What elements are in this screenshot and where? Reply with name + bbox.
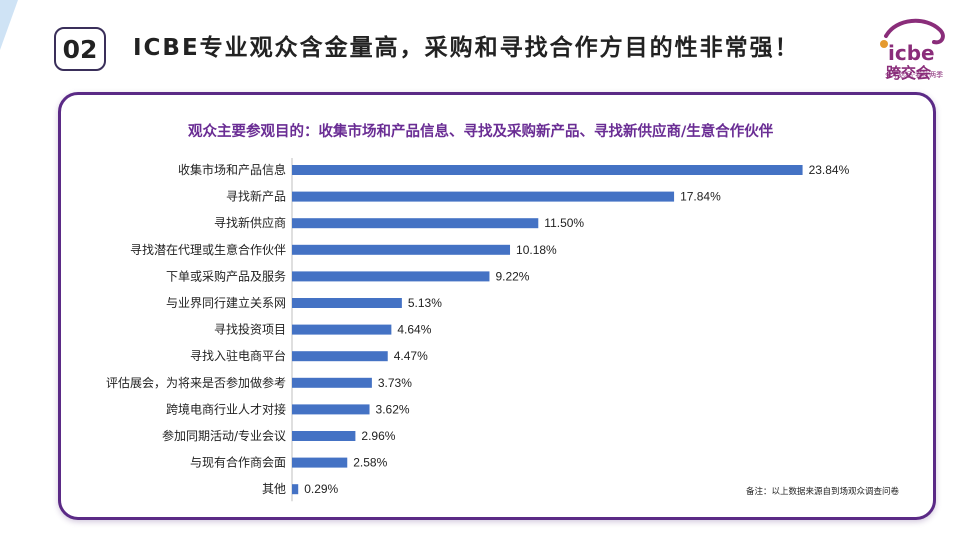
value-label: 2.58% (353, 456, 387, 470)
category-label: 跨境电商行业人才对接 (166, 401, 286, 416)
bar (292, 351, 388, 362)
bar (292, 377, 372, 388)
value-label: 11.50% (544, 216, 584, 230)
value-label: 9.22% (495, 269, 529, 283)
category-label: 与现有合作商会面 (190, 455, 286, 470)
category-label: 寻找新供应商 (214, 215, 286, 230)
category-label: 寻找投资项目 (214, 322, 286, 337)
footnote: 备注：以上数据来源自到场观众调查问卷 (746, 487, 900, 497)
category-label: 参加同期活动/专业会议 (162, 428, 286, 443)
logo-tagline: 全年选品·春秋两季 (884, 71, 944, 79)
value-label: 23.84% (809, 163, 850, 177)
corner-decoration (0, 0, 18, 50)
category-label: 评估展会，为将来是否参加做参考 (106, 375, 286, 390)
bar (292, 244, 511, 255)
value-label: 10.18% (516, 243, 557, 257)
page-title: ICBE专业观众含金量高，采购和寻找合作方目的性非常强！ (133, 35, 800, 61)
bar (292, 404, 370, 415)
value-label: 5.13% (408, 296, 442, 310)
bar (292, 484, 299, 495)
category-label: 寻找潜在代理或生意合作伙伴 (130, 242, 286, 257)
value-label: 4.64% (397, 323, 431, 337)
icbe-logo: icbe 跨交会 (880, 18, 945, 82)
value-label: 17.84% (680, 190, 721, 204)
bar (292, 457, 348, 468)
bar (292, 271, 490, 282)
chart-card (58, 92, 936, 520)
value-label: 2.96% (361, 429, 395, 443)
category-label: 其他 (262, 482, 286, 496)
bar (292, 191, 675, 202)
value-label: 4.47% (394, 349, 428, 363)
value-label: 3.73% (378, 376, 412, 390)
value-label: 3.62% (376, 402, 410, 416)
bar (292, 431, 356, 441)
svg-text:跨交会: 跨交会 (886, 64, 931, 82)
bar (292, 218, 539, 229)
category-label: 寻找入驻电商平台 (190, 348, 286, 363)
category-label: 收集市场和产品信息 (178, 162, 286, 177)
section-number-badge: 02 (54, 27, 106, 71)
category-label: 下单或采购产品及服务 (166, 268, 286, 283)
category-label: 寻找新产品 (226, 189, 286, 204)
bar (292, 324, 392, 335)
chart-title: 观众主要参观目的：收集市场和产品信息、寻找及采购新产品、寻找新供应商/生意合作伙… (188, 124, 774, 140)
bar (292, 165, 803, 175)
svg-text:icbe: icbe (888, 41, 935, 65)
value-label: 0.29% (304, 482, 338, 496)
category-label: 与业界同行建立关系网 (166, 295, 286, 310)
bar (292, 298, 402, 308)
